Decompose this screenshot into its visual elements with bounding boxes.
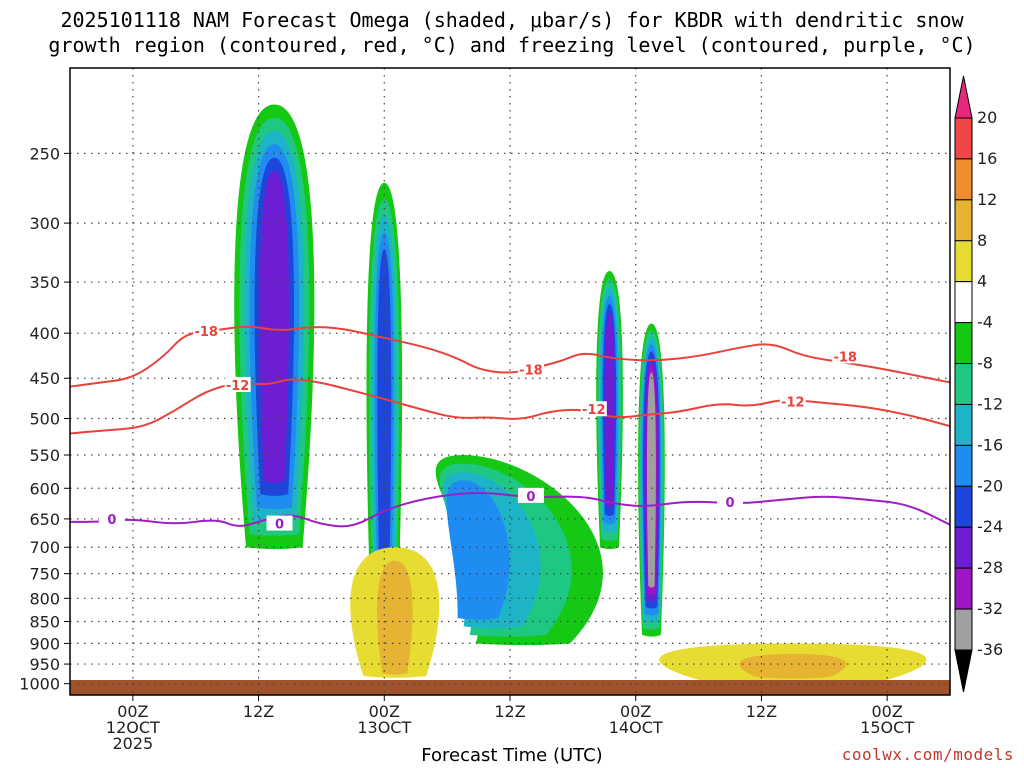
colorbar-bin-9	[954, 485, 973, 528]
xtick-label-0-0: 00Z	[117, 702, 148, 721]
colorbar-label-8: -16	[977, 435, 1003, 454]
ytick-label-650: 650	[29, 510, 60, 529]
colorbar-bin-2	[954, 199, 973, 242]
ytick-label-750: 750	[29, 565, 60, 584]
colorbar-bin-7	[954, 403, 973, 446]
omega-subsidence-6-1	[739, 653, 847, 679]
ytick-label-250: 250	[29, 144, 60, 163]
colorbar-top-triangle	[954, 75, 973, 119]
contour-label-bg-0-1	[517, 361, 544, 377]
colorbar: 20 16 12 8 4 -4 -8 -12 -16 -20 -24 -28 -32 -36	[954, 75, 1003, 693]
colorbar-label-7: -12	[977, 394, 1003, 413]
colorbar-bin-4	[954, 281, 973, 324]
chart-title-line-2: growth region (contoured, red, °C) and f…	[48, 33, 976, 57]
ytick-label-600: 600	[29, 479, 60, 498]
colorbar-label-10: -24	[977, 517, 1003, 536]
contour-label-1-1: -12	[582, 403, 606, 418]
colorbar-bin-8	[954, 444, 973, 487]
contour-label-2-3: 0	[725, 496, 734, 511]
credit-text[interactable]: coolwx.com/models	[841, 745, 1014, 764]
omega-contour-2-3	[446, 480, 510, 620]
chart-title-line-1: 2025101118 NAM Forecast Omega (shaded, μ…	[60, 8, 964, 32]
contour-label-bg-1-2	[779, 393, 806, 409]
colorbar-bin-1	[954, 158, 973, 201]
ytick-label-550: 550	[29, 446, 60, 465]
xtick-label-1-0: 12Z	[243, 702, 274, 721]
xtick-label-6-1: 15OCT	[860, 718, 914, 737]
xtick-label-0-1: 12OCT	[106, 718, 160, 737]
xtick-label-2-1: 13OCT	[357, 718, 411, 737]
contour-label-1-2: -12	[781, 395, 805, 410]
colorbar-label-12: -32	[977, 599, 1003, 618]
plot-frame	[69, 67, 951, 696]
xtick-label-4-1: 14OCT	[609, 718, 663, 737]
omega-contour-4-7	[646, 372, 656, 588]
colorbar-bin-5	[954, 322, 973, 365]
omega-contour-3-5	[604, 312, 615, 508]
contour-label-bg-2-3	[717, 494, 743, 510]
omega-subsidence-5-1	[376, 560, 413, 675]
contour-line--12	[70, 378, 950, 435]
colorbar-label-3: 8	[977, 231, 987, 250]
colorbar-label-13: -36	[977, 640, 1003, 659]
colorbar-label-4: 4	[977, 272, 987, 291]
ytick-label-850: 850	[29, 613, 60, 632]
contour-label-2-2: 0	[526, 490, 535, 505]
contour-label-2-1: 0	[275, 518, 284, 533]
colorbar-label-0: 20	[977, 108, 997, 127]
colorbar-bin-0	[954, 117, 973, 160]
ytick-label-900: 900	[29, 634, 60, 653]
ground	[70, 680, 950, 695]
colorbar-label-9: -20	[977, 476, 1003, 495]
ytick-label-400: 400	[29, 324, 60, 343]
contour-label-bg-2-1	[266, 515, 293, 531]
colorbar-label-2: 12	[977, 190, 997, 209]
contour-label-bg-2-0	[98, 510, 125, 526]
colorbar-bin-12	[954, 608, 973, 651]
xtick-label-3-0: 12Z	[494, 702, 525, 721]
colorbar-bin-11	[954, 567, 973, 610]
contour-label-bg-0-2	[832, 348, 859, 364]
colorbar-bin-10	[954, 526, 973, 569]
xtick-label-5-0: 12Z	[746, 702, 777, 721]
colorbar-label-11: -28	[977, 558, 1003, 577]
contour-label-2-0: 0	[107, 513, 116, 528]
xtick-label-4-0: 00Z	[620, 702, 651, 721]
ground-fill	[70, 680, 950, 695]
ytick-label-500: 500	[29, 410, 60, 429]
contour-label-0-1: -18	[519, 364, 543, 379]
ytick-label-300: 300	[29, 214, 60, 233]
contour-label-0-0: -18	[194, 325, 218, 340]
contour-label-bg-0-0	[193, 323, 220, 339]
contour-label-bg-1-1	[580, 401, 607, 417]
contour-line--18	[70, 325, 950, 388]
xtick-label-0-2: 2025	[112, 734, 153, 753]
contours: -18 -18 -18 -12 -12 -12 0 0 0 0	[70, 323, 950, 533]
ytick-label-350: 350	[29, 273, 60, 292]
colorbar-bin-6	[954, 363, 973, 405]
omega-contour-0-5	[259, 170, 289, 483]
ytick-label-1000: 1000	[19, 675, 60, 694]
xtick-label-2-0: 00Z	[369, 702, 400, 721]
ytick-label-700: 700	[29, 538, 60, 557]
colorbar-bottom-triangle	[954, 649, 973, 693]
contour-label-bg-2-2	[517, 487, 544, 503]
colorbar-bin-3	[954, 240, 973, 283]
colorbar-label-5: -4	[977, 313, 993, 332]
contour-label-bg-1-0	[224, 376, 251, 392]
contour-label-0-2: -18	[833, 350, 857, 365]
ytick-label-800: 800	[29, 589, 60, 608]
x-axis-title: Forecast Time (UTC)	[421, 745, 603, 766]
ytick-label-450: 450	[29, 369, 60, 388]
axes: 250 300 350 400 450 500 550 600 650 700 750 800 850 9…	[19, 67, 951, 753]
xtick-label-6-0: 00Z	[871, 702, 902, 721]
omega-contour-1-4	[377, 249, 392, 579]
ytick-label-950: 950	[29, 655, 60, 674]
colorbar-label-1: 16	[977, 149, 997, 168]
contour-label-1-0: -12	[226, 379, 250, 394]
colorbar-label-6: -8	[977, 354, 993, 373]
contour-line-0	[70, 492, 950, 528]
